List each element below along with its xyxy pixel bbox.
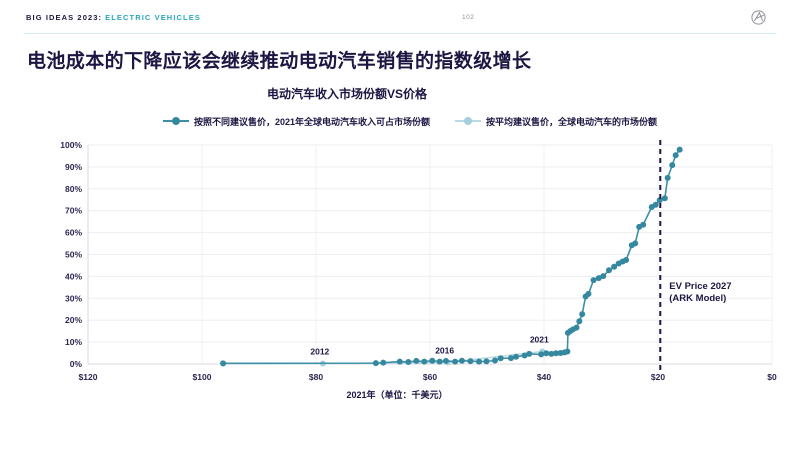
series-point-0 — [664, 174, 671, 181]
slide-title: 电池成本的下降应该会继续推动电动汽车销售的指数级增长 — [27, 51, 532, 72]
series-point-0 — [497, 355, 504, 362]
series-point-0 — [467, 358, 474, 365]
series-point-0 — [669, 162, 676, 169]
x-tick-label: $100 — [193, 372, 212, 382]
legend-line-dot-marker — [455, 117, 481, 125]
year-annotation: 2016 — [435, 345, 454, 355]
legend-entry-suggested-prices: 按照不同建议售价，2021年全球电动汽车收入可占市场份额 — [163, 115, 430, 127]
series-point-0 — [590, 277, 597, 284]
y-tick-label: 70% — [65, 206, 82, 216]
reference-line-label: (ARK Model) — [669, 293, 726, 304]
series-point-0 — [676, 146, 683, 153]
series-point-0 — [476, 358, 483, 365]
y-tick-label: 30% — [65, 293, 82, 303]
y-tick-label: 10% — [65, 337, 82, 347]
series-point-0 — [396, 358, 403, 365]
series-point-0 — [605, 267, 612, 274]
series-point-0 — [436, 358, 443, 365]
x-tick-label: $40 — [537, 372, 551, 382]
report-brand: BIG IDEAS 2023: — [26, 13, 103, 22]
report-section: ELECTRIC VEHICLES — [105, 13, 201, 22]
x-tick-label: $80 — [309, 372, 323, 382]
y-tick-label: 100% — [60, 140, 82, 150]
y-tick-label: 20% — [65, 315, 82, 325]
series-point-0 — [483, 358, 490, 365]
header-eyebrow: BIG IDEAS 2023: ELECTRIC VEHICLES — [26, 13, 201, 22]
series-point-0 — [552, 350, 559, 357]
chart-title: 电动汽车收入市场份额VS价格 — [266, 87, 428, 101]
series-point-0 — [521, 352, 528, 359]
series-point-0 — [640, 221, 647, 228]
series-point-0 — [491, 357, 498, 364]
y-tick-label: 60% — [65, 228, 82, 238]
series-point-0 — [543, 350, 550, 357]
y-tick-label: 50% — [65, 250, 82, 260]
page-number: 102 — [462, 14, 475, 21]
series-point-0 — [585, 290, 592, 297]
series-point-0 — [579, 311, 586, 318]
series-point-0 — [507, 355, 514, 362]
series-point-0 — [538, 351, 545, 358]
series-point-0 — [564, 348, 571, 355]
series-point-0 — [652, 201, 659, 208]
series-point-0 — [421, 358, 428, 365]
x-tick-label: $120 — [79, 372, 98, 382]
legend-label: 按平均建议售价，全球电动汽车的市场份额 — [486, 116, 658, 127]
y-tick-label: 80% — [65, 184, 82, 194]
x-tick-label: $0 — [767, 372, 777, 382]
series-point-0 — [573, 324, 580, 331]
y-tick-label: 90% — [65, 162, 82, 172]
series-point-0 — [405, 359, 412, 366]
header-divider — [24, 33, 776, 34]
series-point-0 — [600, 273, 607, 280]
series-point-0 — [672, 152, 679, 159]
series-point-0 — [595, 275, 602, 282]
y-tick-label: 40% — [65, 271, 82, 281]
x-axis-title: 2021年（单位：千美元） — [346, 390, 448, 400]
ark-logo-icon — [751, 10, 766, 25]
series-point-0 — [372, 360, 379, 367]
series-point-0 — [632, 240, 639, 247]
series-point-0 — [513, 353, 520, 360]
series-point-0 — [611, 263, 618, 270]
y-tick-label: 0% — [70, 359, 83, 369]
reference-line-label: EV Price 2027 — [669, 281, 731, 292]
legend-line-dot-marker — [163, 117, 189, 125]
series-point-0 — [661, 195, 668, 202]
series-point-0 — [220, 360, 227, 367]
x-tick-label: $20 — [651, 372, 665, 382]
series-point-0 — [429, 357, 436, 364]
series-point-0 — [452, 358, 459, 365]
year-annotation: 2012 — [310, 347, 329, 357]
series-point-0 — [380, 359, 387, 366]
series-line-0 — [223, 149, 681, 365]
x-tick-label: $60 — [423, 372, 437, 382]
series-point-0 — [548, 350, 555, 357]
series-point-0 — [526, 350, 533, 357]
series-point-0 — [576, 318, 583, 325]
legend-label: 按照不同建议售价，2021年全球电动汽车收入可占市场份额 — [194, 116, 431, 127]
series-point-0 — [442, 357, 449, 364]
series-point-0 — [413, 357, 420, 364]
series-point-0 — [623, 256, 630, 263]
legend-entry-average-price: 按平均建议售价，全球电动汽车的市场份额 — [455, 115, 657, 127]
year-annotation: 2021 — [530, 335, 549, 345]
series-point-0 — [458, 357, 465, 364]
